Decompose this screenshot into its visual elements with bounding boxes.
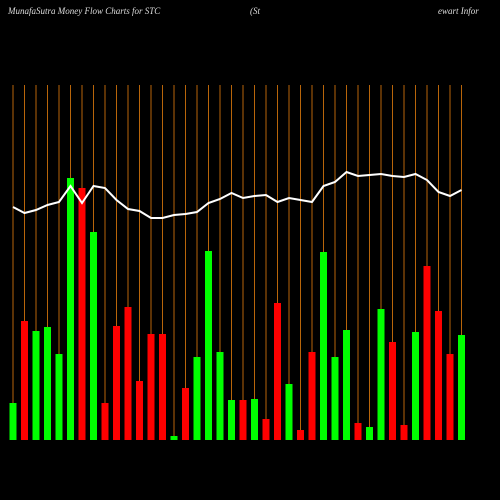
- chart-title: MunafaSutra Money Flow Charts for STC: [7, 6, 161, 16]
- bar: [124, 307, 132, 440]
- bar: [32, 331, 40, 440]
- bar: [308, 352, 316, 440]
- bar: [90, 232, 97, 440]
- bar: [182, 388, 189, 440]
- bar: [101, 403, 109, 440]
- bar: [113, 326, 120, 440]
- bar: [320, 252, 327, 440]
- bar: [205, 251, 212, 440]
- bar: [159, 334, 166, 440]
- bar: [262, 419, 270, 440]
- bar: [136, 381, 143, 440]
- bar: [78, 188, 86, 440]
- bar: [251, 399, 258, 440]
- bar: [274, 303, 281, 440]
- bar: [170, 436, 178, 440]
- chart-title: ewart Infor: [438, 6, 479, 16]
- chart-title: (St: [250, 6, 260, 16]
- bar: [400, 425, 408, 440]
- bar: [193, 357, 201, 440]
- bar: [67, 178, 74, 440]
- bar: [55, 354, 63, 440]
- bar: [228, 400, 235, 440]
- bar: [239, 400, 247, 440]
- bar: [297, 430, 304, 440]
- bar: [435, 311, 442, 440]
- bar: [216, 352, 224, 440]
- bar: [412, 332, 419, 440]
- bar: [147, 334, 155, 440]
- bar: [21, 321, 28, 440]
- bar: [366, 427, 373, 440]
- bar: [44, 327, 51, 440]
- bar: [331, 357, 339, 440]
- money-flow-line: [12, 170, 462, 219]
- bar: [446, 354, 454, 440]
- bar: [458, 335, 465, 440]
- bar: [389, 342, 396, 440]
- bar: [343, 330, 350, 440]
- bar: [285, 384, 293, 440]
- bar: [377, 309, 385, 440]
- bar: [354, 423, 362, 440]
- bar: [9, 403, 17, 440]
- bar: [423, 266, 431, 440]
